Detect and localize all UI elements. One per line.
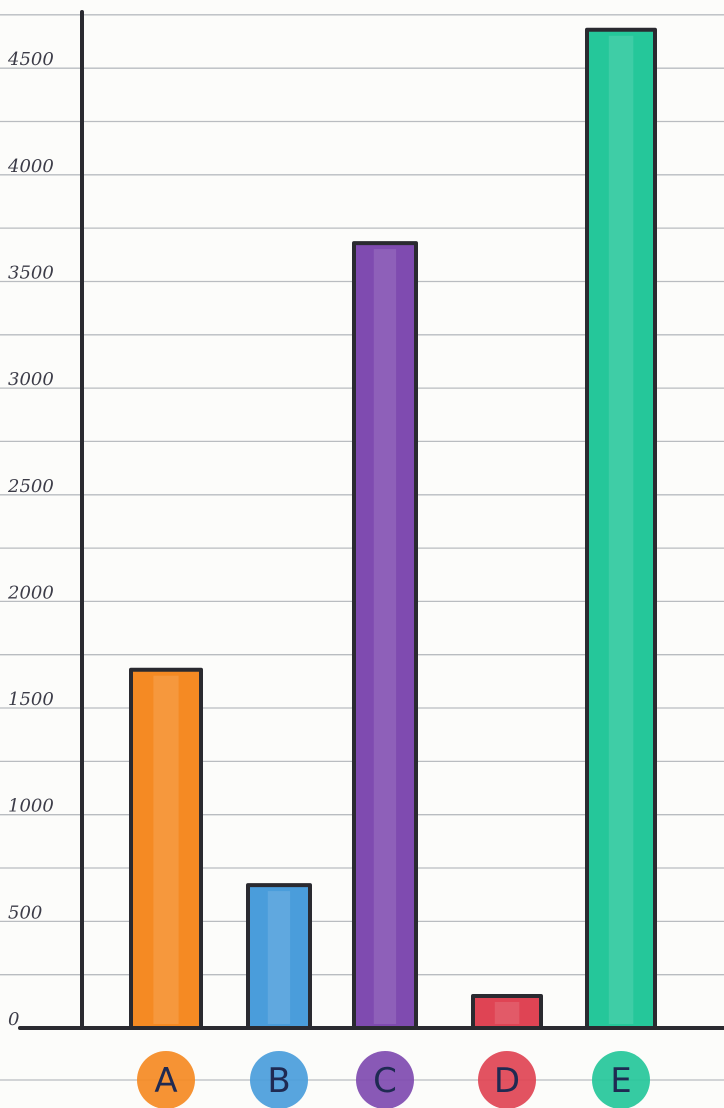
bar-highlight xyxy=(267,891,291,1024)
y-tick-label: 500 xyxy=(8,902,42,923)
x-tick-C: C xyxy=(356,1051,414,1108)
x-tick-B: B xyxy=(250,1051,308,1108)
category-dot xyxy=(592,1051,650,1108)
axes xyxy=(18,10,724,1030)
y-tick-label: 4500 xyxy=(7,49,54,70)
bar-highlight xyxy=(608,35,634,1025)
y-tick-labels: 0 500 1000 1500 2000 2500 3000 3500 4000 4500 xyxy=(7,49,54,1030)
x-tick-E: E xyxy=(592,1051,650,1108)
y-tick-label: 2500 xyxy=(7,476,54,497)
bar-highlight xyxy=(153,675,179,1024)
y-tick-label: 0 xyxy=(8,1009,19,1030)
x-tick-label: B xyxy=(267,1061,290,1101)
x-tick-label: C xyxy=(373,1061,397,1101)
x-tick-D: D xyxy=(478,1051,536,1108)
x-tick-A: A xyxy=(137,1051,195,1108)
x-tick-labels: A B C D E xyxy=(137,1051,650,1108)
y-tick-label: 1500 xyxy=(8,689,54,710)
y-tick-label: 3500 xyxy=(8,263,54,284)
x-tick-label: E xyxy=(610,1061,631,1101)
x-tick-label: A xyxy=(154,1061,177,1101)
category-dot xyxy=(137,1051,195,1108)
bar-B xyxy=(246,883,312,1030)
bar-C xyxy=(352,241,418,1031)
bars xyxy=(129,27,657,1031)
y-tick-label: 4000 xyxy=(7,156,54,177)
y-tick-label: 2000 xyxy=(7,582,54,603)
category-dot xyxy=(250,1051,308,1108)
bar-E xyxy=(585,27,657,1031)
x-tick-label: D xyxy=(494,1061,520,1101)
category-dot xyxy=(356,1051,414,1108)
bar-highlight xyxy=(373,249,397,1025)
y-tick-label: 3000 xyxy=(8,369,54,390)
category-dot xyxy=(478,1051,536,1108)
bar-highlight xyxy=(494,1002,520,1024)
y-tick-label: 1000 xyxy=(8,796,54,817)
